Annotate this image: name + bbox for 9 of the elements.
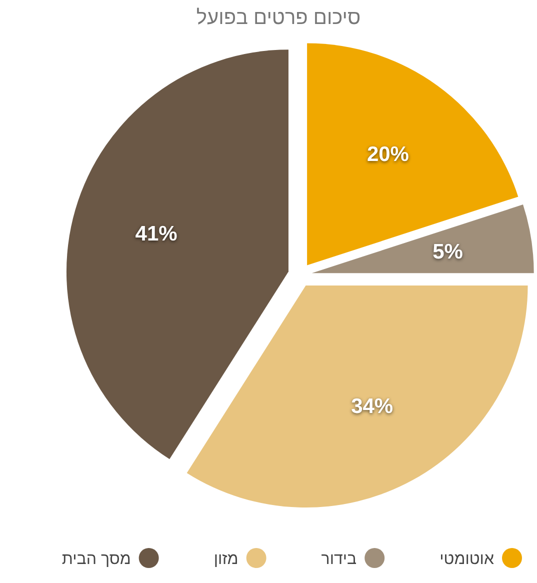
legend-label: בידור — [321, 551, 358, 568]
data-label: 5% — [432, 240, 464, 264]
chart-title: סיכום פרטים בפועל — [196, 7, 361, 29]
data-label: 41% — [135, 222, 178, 246]
data-label: 34% — [351, 395, 394, 418]
legend-label: מזון — [214, 551, 238, 568]
data-label: 20% — [366, 142, 410, 166]
legend-label: מסך הבית — [62, 551, 131, 568]
legend-label: אוטומטי — [440, 551, 494, 568]
